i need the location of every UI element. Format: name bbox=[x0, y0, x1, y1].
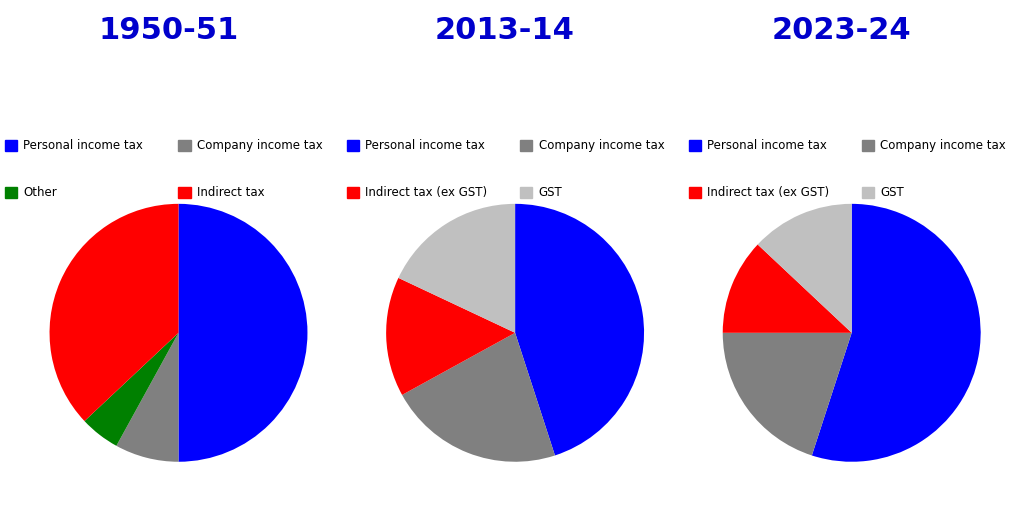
Wedge shape bbox=[116, 333, 178, 462]
Wedge shape bbox=[722, 333, 851, 456]
Text: Personal income tax: Personal income tax bbox=[23, 139, 144, 152]
Text: Company income tax: Company income tax bbox=[197, 139, 322, 152]
Text: Indirect tax (ex GST): Indirect tax (ex GST) bbox=[706, 186, 828, 199]
Wedge shape bbox=[811, 204, 979, 462]
Wedge shape bbox=[386, 278, 515, 395]
Text: Company income tax: Company income tax bbox=[879, 139, 1005, 152]
Text: GST: GST bbox=[879, 186, 903, 199]
Text: Company income tax: Company income tax bbox=[538, 139, 663, 152]
Text: 1950-51: 1950-51 bbox=[98, 16, 238, 45]
Wedge shape bbox=[85, 333, 178, 446]
Text: Indirect tax: Indirect tax bbox=[197, 186, 264, 199]
Wedge shape bbox=[515, 204, 643, 456]
Wedge shape bbox=[398, 204, 515, 333]
Text: Personal income tax: Personal income tax bbox=[365, 139, 485, 152]
Wedge shape bbox=[178, 204, 307, 462]
Text: 2023-24: 2023-24 bbox=[771, 16, 910, 45]
Text: Other: Other bbox=[23, 186, 57, 199]
Text: GST: GST bbox=[538, 186, 561, 199]
Wedge shape bbox=[722, 244, 851, 333]
Text: Indirect tax (ex GST): Indirect tax (ex GST) bbox=[365, 186, 487, 199]
Wedge shape bbox=[50, 204, 178, 421]
Text: Personal income tax: Personal income tax bbox=[706, 139, 826, 152]
Wedge shape bbox=[757, 204, 851, 333]
Text: 2013-14: 2013-14 bbox=[434, 16, 575, 45]
Wedge shape bbox=[401, 333, 554, 462]
